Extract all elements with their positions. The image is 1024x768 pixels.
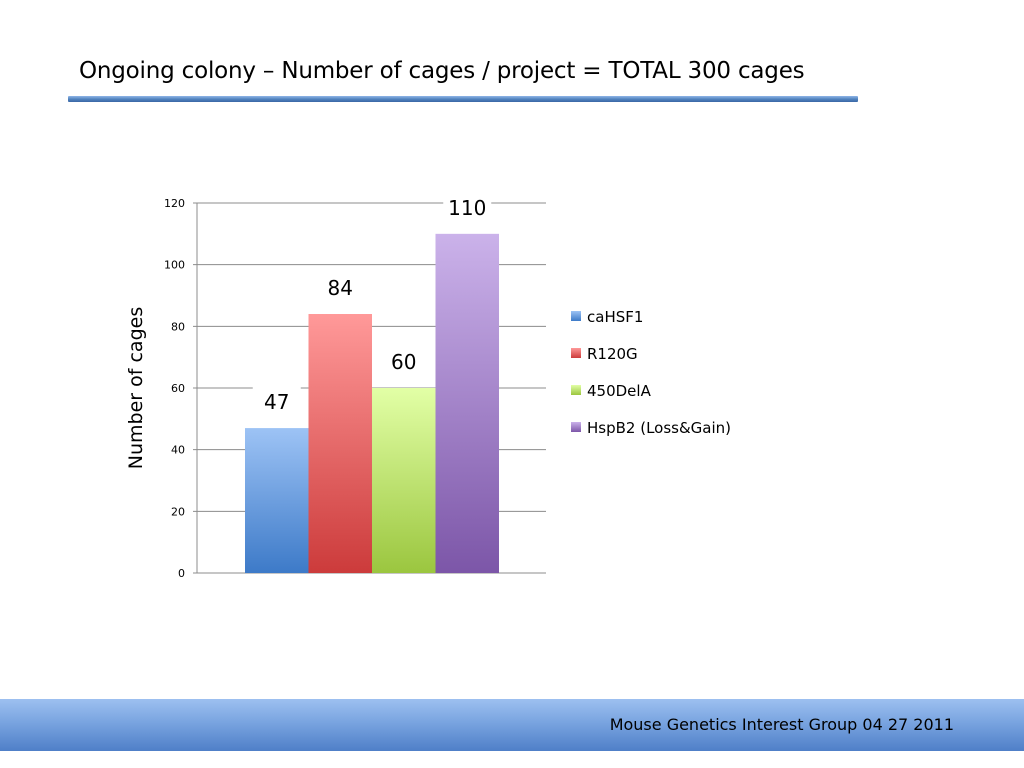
legend-swatch	[571, 422, 581, 432]
legend-swatch	[571, 385, 581, 395]
value-labels: 47 84 60 110	[252, 192, 492, 418]
data-label-backing	[443, 192, 492, 223]
data-label: 84	[328, 276, 353, 300]
y-tick-labels: 0 20 40 60 80 100 120	[164, 197, 185, 580]
bar-cahsf1	[245, 428, 309, 573]
bar-hspb2-loss-gain-	[435, 233, 499, 574]
y-tick-label: 40	[171, 444, 185, 457]
legend-label: 450DelA	[587, 382, 652, 400]
legend-label: HspB2 (Loss&Gain)	[587, 419, 731, 437]
y-tick-label: 0	[178, 567, 185, 580]
footer-bar: Mouse Genetics Interest Group 04 27 2011	[0, 699, 1024, 751]
footer-text: Mouse Genetics Interest Group 04 27 2011	[609, 715, 954, 734]
y-tick-label: 80	[171, 320, 185, 333]
slide-title: Ongoing colony – Number of cages / proje…	[79, 58, 805, 84]
title-divider	[68, 96, 858, 102]
data-label-backing	[316, 273, 365, 303]
y-tick-label: 120	[164, 197, 185, 210]
y-tick-label: 60	[171, 382, 185, 395]
legend-label: R120G	[587, 345, 638, 363]
y-axis-label: Number of cages	[125, 307, 147, 469]
data-label-backing	[379, 347, 428, 377]
bar-450dela	[372, 388, 436, 573]
y-tick-label: 100	[164, 259, 185, 272]
data-label-backing	[252, 387, 301, 418]
data-label: 60	[391, 350, 416, 374]
data-label: 47	[264, 390, 289, 414]
bar-r120g	[308, 314, 372, 573]
bars	[245, 233, 499, 574]
legend-label: caHSF1	[587, 308, 643, 326]
data-label: 110	[448, 196, 486, 220]
y-tick-label: 20	[171, 505, 185, 518]
legend-swatch	[571, 348, 581, 358]
legend-swatch	[571, 311, 581, 321]
legend: caHSF1 R120G 450DelA HspB2 (Loss&Gain)	[571, 308, 731, 437]
